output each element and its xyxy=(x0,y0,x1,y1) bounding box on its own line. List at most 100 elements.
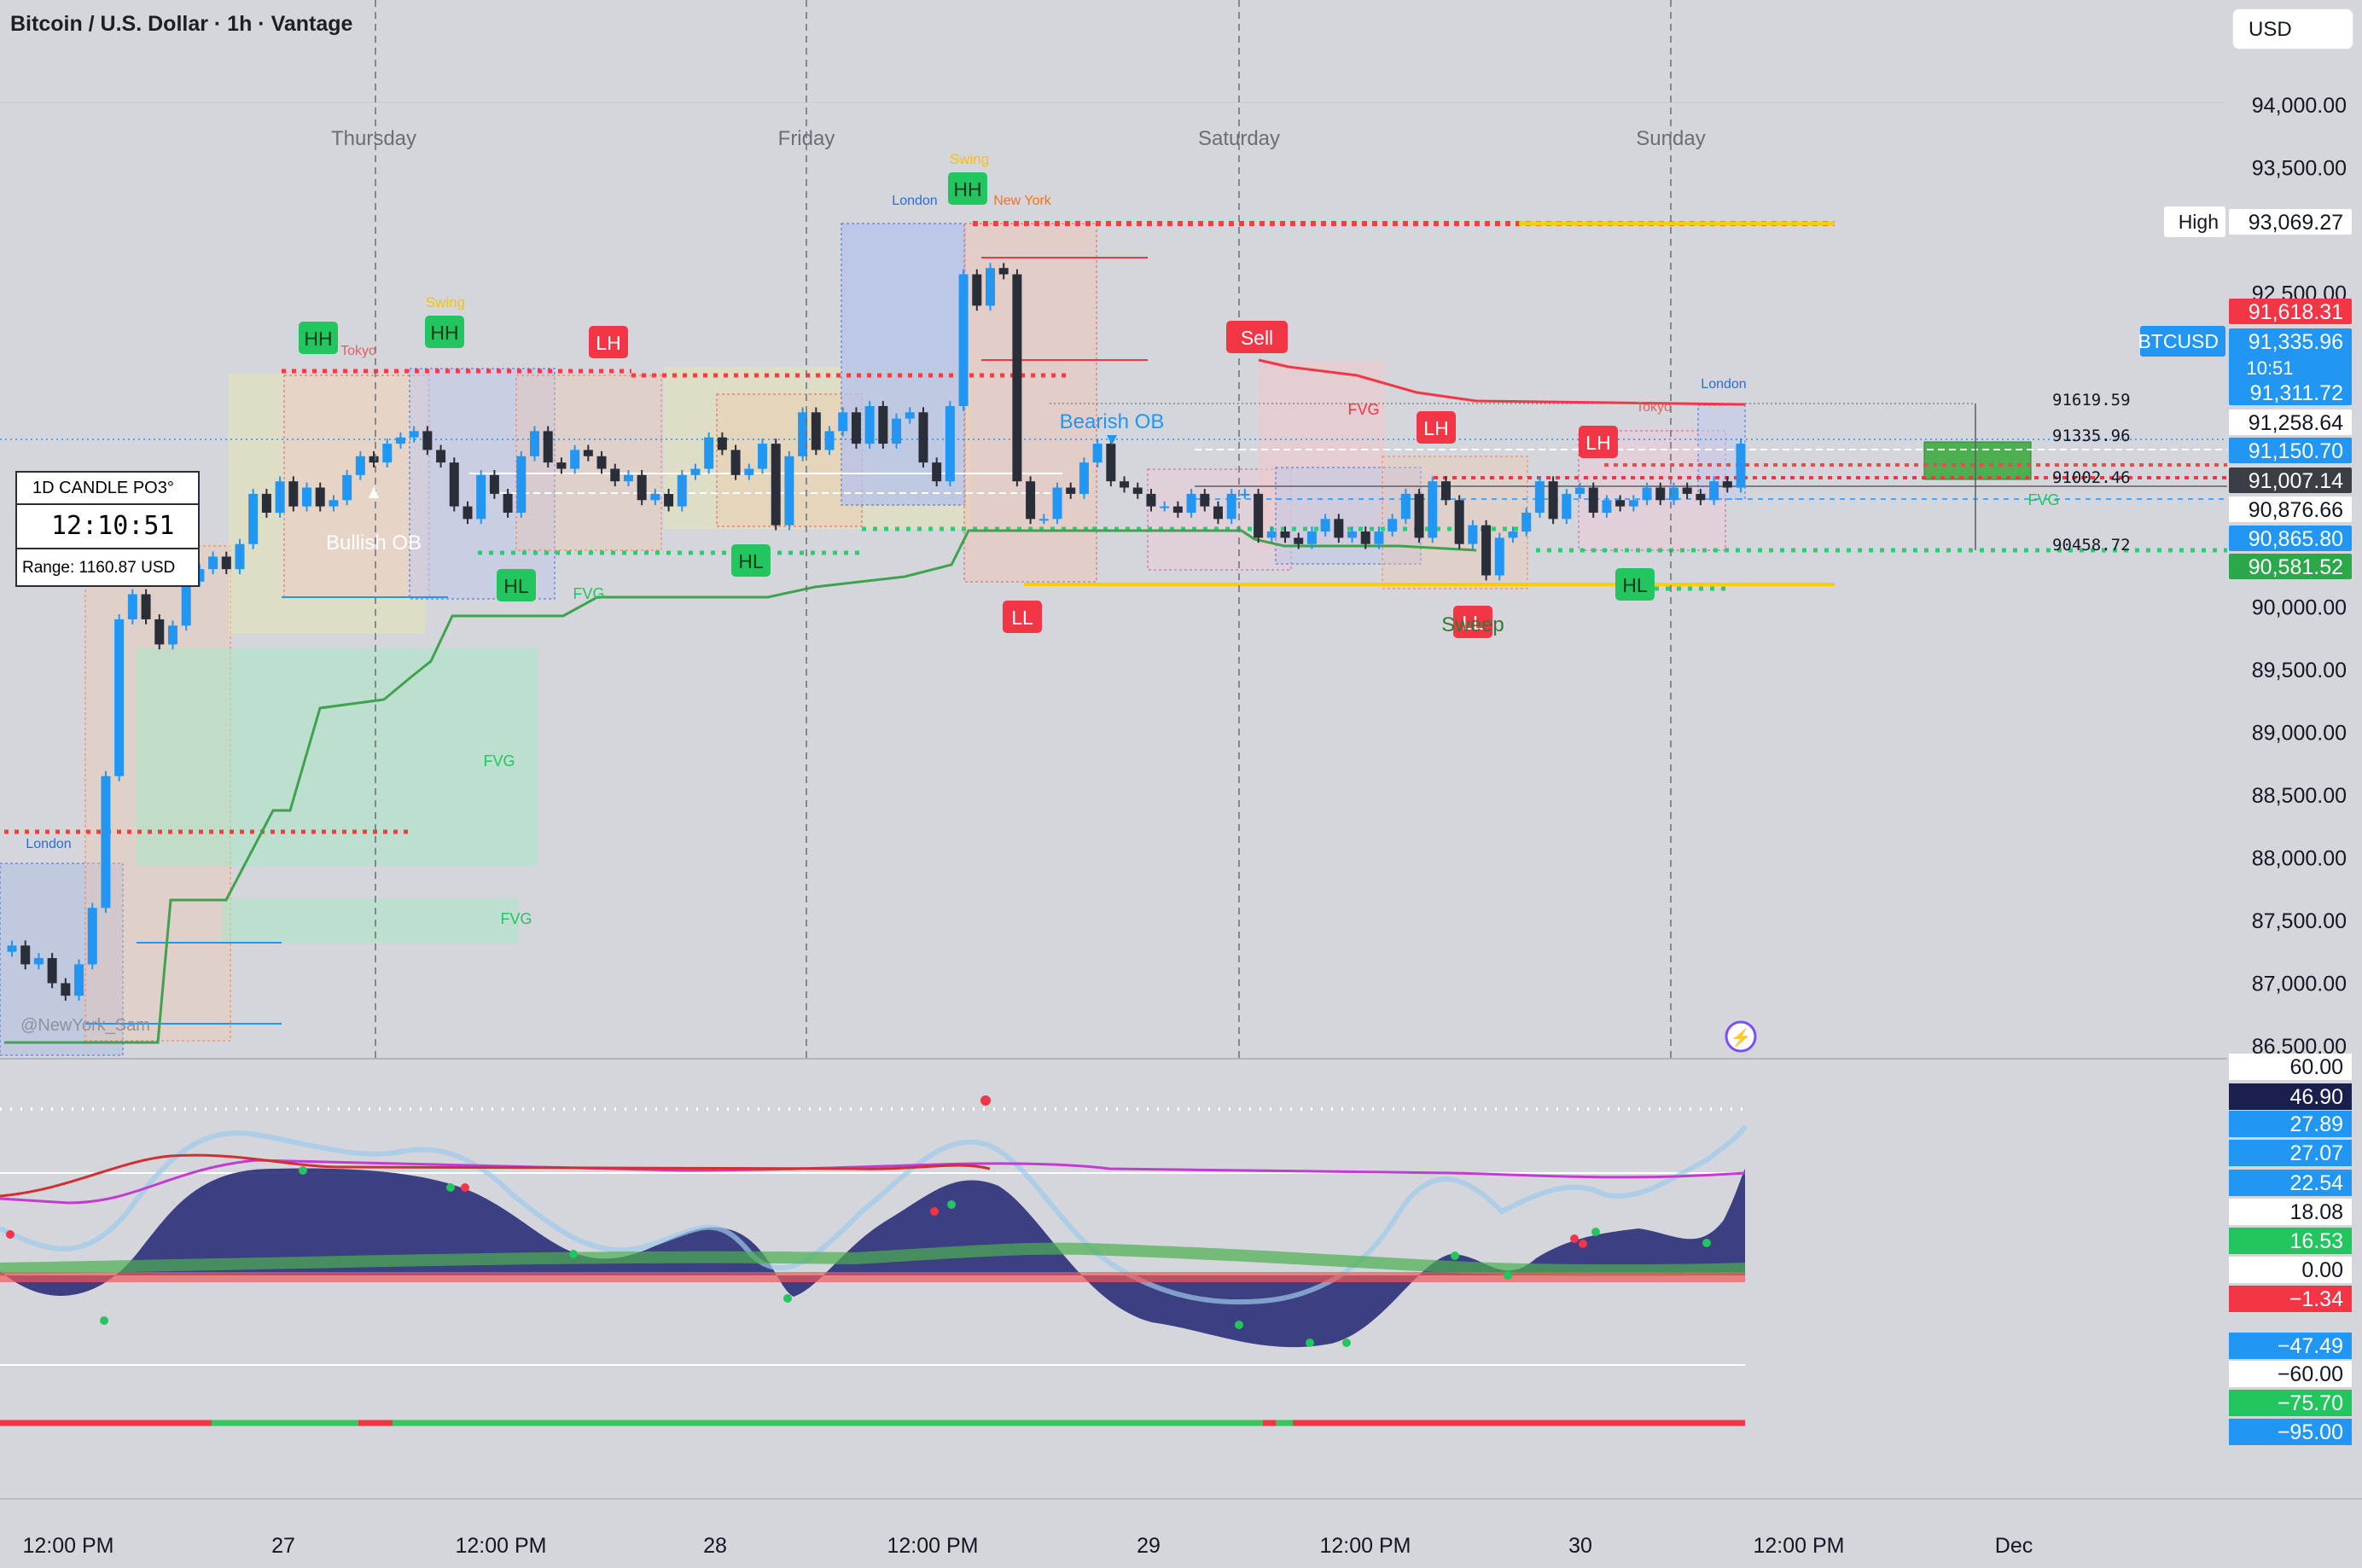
candle[interactable] xyxy=(758,438,768,474)
candle[interactable] xyxy=(422,426,433,456)
candle[interactable] xyxy=(1440,476,1451,506)
lightning-icon[interactable] xyxy=(1725,1020,1757,1053)
candle[interactable] xyxy=(1709,476,1719,506)
candle[interactable] xyxy=(1428,476,1438,543)
candle[interactable] xyxy=(811,407,821,456)
candle[interactable] xyxy=(677,469,687,512)
candle[interactable] xyxy=(329,495,339,512)
candle[interactable] xyxy=(275,476,285,518)
candle[interactable] xyxy=(1562,489,1572,525)
candle[interactable] xyxy=(489,469,499,499)
candle[interactable] xyxy=(1160,501,1170,512)
oscillator-axis[interactable]: 60.00 46.90 27.89 27.07 22.54 18.08 16.53 0.00 −… xyxy=(2229,1054,2352,1445)
candle[interactable] xyxy=(1186,489,1196,518)
candle[interactable] xyxy=(342,469,352,506)
candle[interactable] xyxy=(1508,526,1518,543)
candle[interactable] xyxy=(530,426,540,462)
candle[interactable] xyxy=(583,444,593,462)
candle[interactable] xyxy=(463,501,473,525)
symbol-title[interactable]: Bitcoin / U.S. Dollar · 1h · Vantage xyxy=(10,12,353,36)
time-axis[interactable]: 12:00 PM 27 12:00 PM 28 12:00 PM 29 12:00 PM 30… xyxy=(22,1534,2033,1558)
candle[interactable] xyxy=(945,401,955,487)
candle[interactable] xyxy=(288,476,299,512)
candle[interactable] xyxy=(1106,438,1116,487)
candle[interactable] xyxy=(623,469,633,487)
candle[interactable] xyxy=(650,489,660,506)
candle[interactable] xyxy=(1615,495,1626,512)
candle[interactable] xyxy=(824,426,835,456)
candle[interactable] xyxy=(33,953,44,970)
candle[interactable] xyxy=(1454,495,1464,549)
candle[interactable] xyxy=(1172,501,1183,518)
candle[interactable] xyxy=(1400,489,1411,525)
candle[interactable] xyxy=(1092,438,1102,468)
candle[interactable] xyxy=(610,463,620,487)
candle[interactable] xyxy=(1280,526,1290,543)
candle[interactable] xyxy=(1347,526,1358,543)
candle[interactable] xyxy=(1494,532,1504,581)
candle[interactable] xyxy=(221,551,231,575)
candle[interactable] xyxy=(503,489,513,518)
candle[interactable] xyxy=(1548,476,1558,525)
candle[interactable] xyxy=(1240,489,1250,499)
candle[interactable] xyxy=(516,450,527,518)
candle[interactable] xyxy=(1320,514,1330,537)
candle[interactable] xyxy=(730,444,741,480)
candle[interactable] xyxy=(1722,476,1732,493)
candle[interactable] xyxy=(637,469,647,506)
candle[interactable] xyxy=(261,489,271,518)
candle[interactable] xyxy=(409,426,419,443)
candle[interactable] xyxy=(1682,482,1692,499)
candle[interactable] xyxy=(1026,476,1036,525)
candle[interactable] xyxy=(784,450,794,531)
candle[interactable] xyxy=(355,450,365,480)
candle[interactable] xyxy=(141,589,151,624)
candle[interactable] xyxy=(958,269,969,411)
candle[interactable] xyxy=(1642,482,1652,506)
candle[interactable] xyxy=(1079,457,1089,499)
candle[interactable] xyxy=(1521,508,1532,537)
candle[interactable] xyxy=(596,450,607,474)
candle[interactable] xyxy=(972,269,982,311)
candle[interactable] xyxy=(248,489,259,549)
candle[interactable] xyxy=(932,457,942,487)
candle[interactable] xyxy=(476,469,486,525)
candle[interactable] xyxy=(47,953,57,989)
candle[interactable] xyxy=(690,463,701,480)
candle[interactable] xyxy=(1213,501,1223,525)
candle[interactable] xyxy=(101,770,111,914)
candle[interactable] xyxy=(20,940,31,970)
candle[interactable] xyxy=(114,614,125,781)
candle[interactable] xyxy=(1655,482,1666,506)
candle[interactable] xyxy=(717,432,727,456)
oscillator-pane[interactable] xyxy=(0,1058,2227,1494)
candle[interactable] xyxy=(1334,514,1344,543)
candle[interactable] xyxy=(985,263,995,311)
candle[interactable] xyxy=(744,463,754,480)
candle[interactable] xyxy=(167,620,177,650)
candle[interactable] xyxy=(1414,489,1424,543)
candle[interactable] xyxy=(570,444,580,474)
candle[interactable] xyxy=(851,407,861,449)
candle[interactable] xyxy=(1226,489,1236,525)
candle[interactable] xyxy=(1266,526,1277,543)
candle[interactable] xyxy=(1120,476,1130,493)
candle[interactable] xyxy=(1374,526,1384,549)
candle[interactable] xyxy=(436,444,446,468)
candle[interactable] xyxy=(1052,482,1062,525)
candle[interactable] xyxy=(1254,489,1264,543)
candle[interactable] xyxy=(864,401,875,449)
candle[interactable] xyxy=(664,489,674,512)
candle[interactable] xyxy=(998,263,1009,280)
candle[interactable] xyxy=(7,940,17,957)
candle[interactable] xyxy=(838,407,848,437)
candle[interactable] xyxy=(395,432,405,449)
candle[interactable] xyxy=(1481,520,1492,581)
candle[interactable] xyxy=(369,450,379,468)
candle[interactable] xyxy=(1588,482,1598,518)
candle[interactable] xyxy=(1575,482,1585,499)
candle[interactable] xyxy=(208,551,218,575)
candle[interactable] xyxy=(543,426,553,468)
candle[interactable] xyxy=(1360,526,1370,549)
